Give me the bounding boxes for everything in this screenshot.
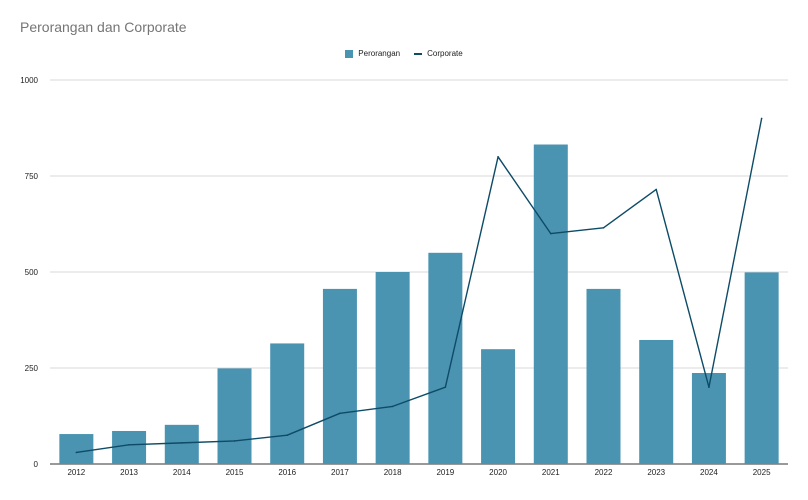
x-tick-label: 2022	[595, 468, 613, 477]
line-point	[655, 188, 658, 191]
bar	[744, 272, 779, 464]
line-point	[602, 227, 605, 229]
x-tick-label: 2012	[67, 468, 85, 477]
bar-series	[59, 144, 779, 464]
line-point	[497, 156, 499, 158]
x-tick-label: 2017	[331, 468, 349, 477]
line-point	[339, 412, 341, 415]
y-tick-label: 250	[25, 364, 39, 373]
x-tick-label: 2020	[489, 468, 507, 477]
legend-swatch-corporate	[414, 52, 423, 55]
line-series	[75, 117, 763, 454]
gridlines	[50, 79, 788, 465]
line-point	[391, 405, 394, 408]
chart-title: Perorangan dan Corporate	[20, 19, 187, 35]
bar	[533, 144, 568, 464]
bar	[59, 434, 94, 464]
x-tick-label: 2015	[226, 468, 244, 477]
legend-label-corporate: Corporate	[427, 49, 463, 58]
legend: Perorangan Corporate	[0, 49, 808, 58]
legend-entry-corporate[interactable]: Corporate	[414, 49, 463, 58]
x-tick-label: 2024	[700, 468, 718, 477]
x-tick-label: 2019	[436, 468, 454, 477]
bar	[270, 343, 305, 464]
bar	[164, 424, 199, 464]
y-tick-label: 0	[34, 460, 39, 469]
legend-label-perorangan: Perorangan	[358, 49, 401, 58]
bar	[481, 349, 516, 464]
x-tick-label: 2018	[384, 468, 402, 477]
x-tick-label: 2014	[173, 468, 191, 477]
bar	[691, 372, 726, 464]
bar	[217, 368, 252, 464]
x-tick-label: 2016	[278, 468, 296, 477]
line-point	[180, 442, 183, 444]
y-tick-label: 750	[25, 172, 39, 181]
line-point	[444, 386, 447, 389]
bar	[586, 288, 621, 464]
x-tick-label: 2021	[542, 468, 560, 477]
line-point	[760, 117, 763, 120]
line-point	[286, 434, 289, 437]
bar	[375, 272, 410, 464]
line-point	[75, 451, 78, 454]
y-axis: 0 250 500 750 1000	[20, 76, 38, 469]
x-tick-label: 2013	[120, 468, 138, 477]
bar	[322, 288, 357, 464]
bar	[639, 339, 674, 464]
line-point	[549, 232, 552, 235]
x-tick-label: 2023	[647, 468, 665, 477]
x-axis: 2012 2013 2014 2015 2016 2017 2018 2019 2020 2021…	[67, 468, 771, 477]
bar	[112, 430, 147, 464]
y-tick-label: 500	[25, 268, 39, 277]
legend-swatch-perorangan	[345, 49, 354, 58]
y-tick-label: 1000	[20, 76, 38, 85]
line-point	[233, 440, 236, 442]
x-tick-label: 2025	[753, 468, 771, 477]
line-point	[708, 386, 710, 389]
line-point	[128, 444, 130, 446]
legend-entry-perorangan[interactable]: Perorangan	[345, 49, 400, 58]
bar	[428, 252, 463, 464]
series-line	[76, 118, 763, 454]
